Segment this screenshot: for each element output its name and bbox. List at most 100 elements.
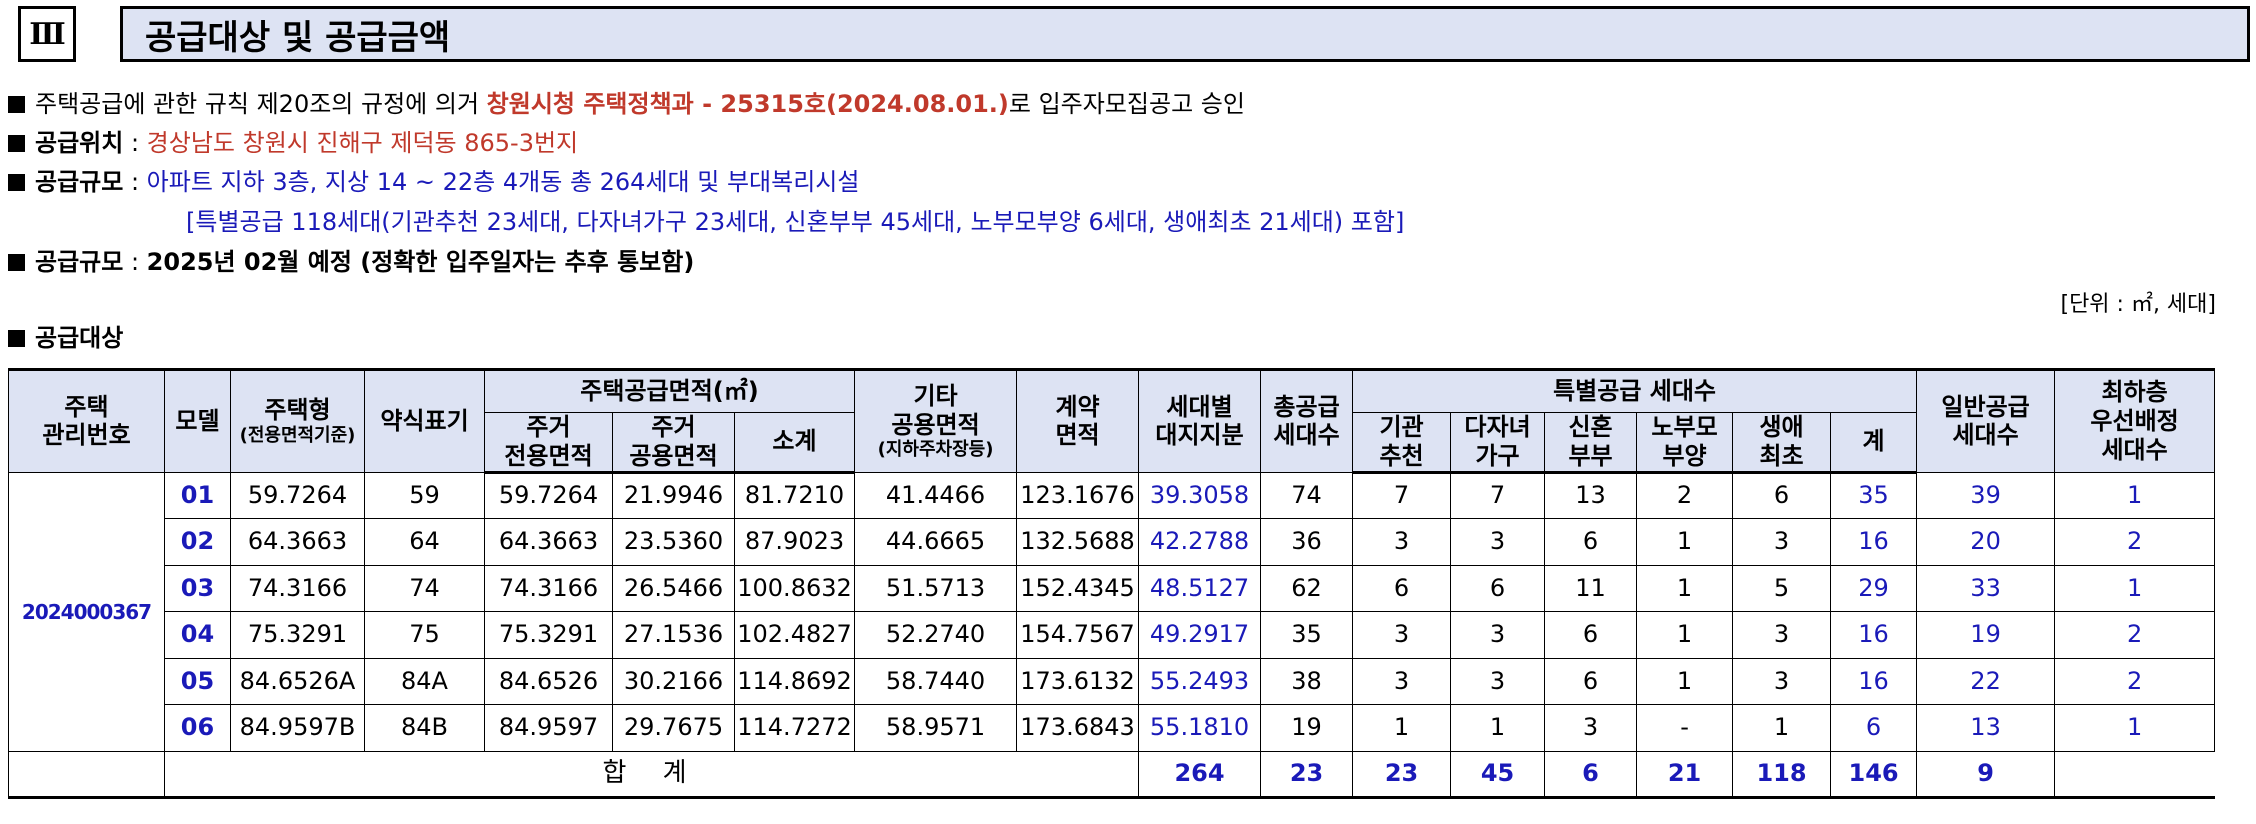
cell-model: 04 [164, 611, 231, 659]
cell-elder: 1 [1636, 564, 1734, 613]
cell-sum: 6 [1830, 704, 1918, 752]
total-blank-cell [8, 750, 165, 798]
cell-inst: 3 [1352, 611, 1452, 659]
cell-general: 19 [1916, 611, 2056, 659]
cell-inst: 6 [1352, 564, 1452, 613]
table-row: 04 75.3291 75 75.3291 27.1536 102.4827 5… [9, 611, 2216, 659]
mgmt-number: 2024000367 [8, 471, 165, 752]
section-header: Ⅲ 공급대상 및 공급금액 [18, 6, 2250, 68]
total-elder: 6 [1544, 750, 1638, 798]
cell-type: 64.3663 [230, 518, 365, 566]
cell-lowest: 2 [2054, 657, 2216, 706]
cell-type: 84.9597B [230, 704, 365, 752]
cell-land: 49.2917 [1138, 611, 1262, 659]
cell-inst: 1 [1352, 704, 1452, 752]
table-row: 03 74.3166 74 74.3166 26.5466 100.8632 5… [9, 564, 2216, 613]
cell-subtotal: 114.8692 [733, 657, 856, 706]
cell-exclusive: 64.3663 [484, 518, 613, 566]
cell-short: 59 [364, 471, 485, 520]
cell-newly: 11 [1544, 564, 1638, 613]
notice-location: 공급위치 : 경상남도 창원시 진해구 제덕동 865-3번지 [8, 127, 578, 159]
header-model: 모델 [164, 369, 231, 473]
approval-prefix: 주택공급에 관한 규칙 제20조의 규정에 의거 [35, 90, 487, 118]
scale-value: 아파트 지하 3층, 지상 14 ~ 22층 4개동 총 264세대 및 부대복… [146, 168, 860, 196]
section-number: Ⅲ [18, 6, 76, 62]
header-land-share: 세대별 대지지분 [1138, 369, 1262, 473]
cell-lowest: 1 [2054, 704, 2216, 752]
cell-common: 27.1536 [612, 611, 735, 659]
bullet-square-icon [8, 330, 25, 347]
cell-inst: 3 [1352, 518, 1452, 566]
cell-multi: 6 [1450, 564, 1546, 613]
move-in-value: 2025년 02월 예정 (정확한 입주일자는 추후 통보함) [146, 248, 695, 276]
cell-sum: 16 [1830, 518, 1918, 566]
cell-first: 5 [1732, 564, 1832, 613]
cell-contract: 154.7567 [1016, 611, 1140, 659]
cell-short: 74 [364, 564, 485, 613]
cell-other: 41.4466 [854, 471, 1018, 520]
total-first: 21 [1636, 750, 1734, 798]
cell-sum: 35 [1830, 471, 1918, 520]
cell-multi: 7 [1450, 471, 1546, 520]
cell-contract: 123.1676 [1016, 471, 1140, 520]
cell-multi: 3 [1450, 657, 1546, 706]
cell-common: 29.7675 [612, 704, 735, 752]
cell-land: 55.1810 [1138, 704, 1262, 752]
cell-model: 03 [164, 564, 231, 613]
total-sum: 118 [1732, 750, 1832, 798]
cell-other: 58.9571 [854, 704, 1018, 752]
cell-general: 22 [1916, 657, 2056, 706]
cell-exclusive: 59.7264 [484, 471, 613, 520]
header-exclusive: 주거 전용면적 [484, 412, 613, 474]
cell-total: 36 [1260, 518, 1354, 566]
total-lowest: 9 [1916, 750, 2056, 798]
bullet-square-icon [8, 174, 25, 191]
cell-short: 84A [364, 657, 485, 706]
cell-short: 84B [364, 704, 485, 752]
cell-subtotal: 114.7272 [733, 704, 856, 752]
cell-type: 84.6526A [230, 657, 365, 706]
cell-elder: 1 [1636, 518, 1734, 566]
cell-model: 05 [164, 657, 231, 706]
header-type: 주택형 (전용면적기준) [230, 369, 365, 473]
cell-lowest: 1 [2054, 471, 2216, 520]
header-multi-child: 다자녀 가구 [1450, 412, 1546, 474]
header-row-top: 주택 관리번호 모델 주택형 (전용면적기준) 약식표기 주택공급면적(㎡) 기타 공… [8, 369, 2216, 473]
header-lowest-floor: 최하층 우선배정 세대수 [2054, 369, 2216, 473]
header-other-common: 기타 공용면적 (지하주차장등) [854, 369, 1018, 473]
cell-sum: 16 [1830, 611, 1918, 659]
total-general: 146 [1830, 750, 1918, 798]
cell-general: 33 [1916, 564, 2056, 613]
cell-land: 39.3058 [1138, 471, 1262, 520]
cell-other: 51.5713 [854, 564, 1018, 613]
cell-model: 06 [164, 704, 231, 752]
total-multi: 23 [1352, 750, 1452, 798]
cell-land: 55.2493 [1138, 657, 1262, 706]
location-value: 경상남도 창원시 진해구 제덕동 865-3번지 [146, 129, 579, 157]
table-heading: 공급대상 [8, 322, 123, 354]
header-institution: 기관 추천 [1352, 412, 1452, 474]
cell-contract: 132.5688 [1016, 518, 1140, 566]
notice-scale: 공급규모 : 아파트 지하 3층, 지상 14 ~ 22층 4개동 총 264세… [8, 166, 859, 198]
header-special-group: 특별공급 세대수 [1352, 369, 1918, 413]
cell-first: 3 [1732, 657, 1832, 706]
cell-general: 20 [1916, 518, 2056, 566]
header-area-group: 주택공급면적(㎡) [483, 369, 856, 413]
scale-sep: : [123, 168, 147, 196]
header-newlywed: 신혼 부부 [1544, 412, 1638, 474]
header-general-supply: 일반공급 세대수 [1916, 369, 2056, 473]
header-first-time: 생애 최초 [1732, 412, 1832, 474]
cell-contract: 173.6132 [1016, 657, 1140, 706]
cell-subtotal: 100.8632 [733, 564, 856, 613]
cell-newly: 6 [1544, 657, 1638, 706]
cell-total: 38 [1260, 657, 1354, 706]
cell-first: 6 [1732, 471, 1832, 520]
cell-land: 48.5127 [1138, 564, 1262, 613]
total-newly: 45 [1450, 750, 1546, 798]
cell-type: 59.7264 [230, 471, 365, 520]
bullet-square-icon [8, 254, 25, 271]
header-common: 주거 공용면적 [612, 412, 735, 474]
cell-total: 62 [1260, 564, 1354, 613]
cell-sum: 16 [1830, 657, 1918, 706]
location-label: 공급위치 [35, 129, 124, 157]
